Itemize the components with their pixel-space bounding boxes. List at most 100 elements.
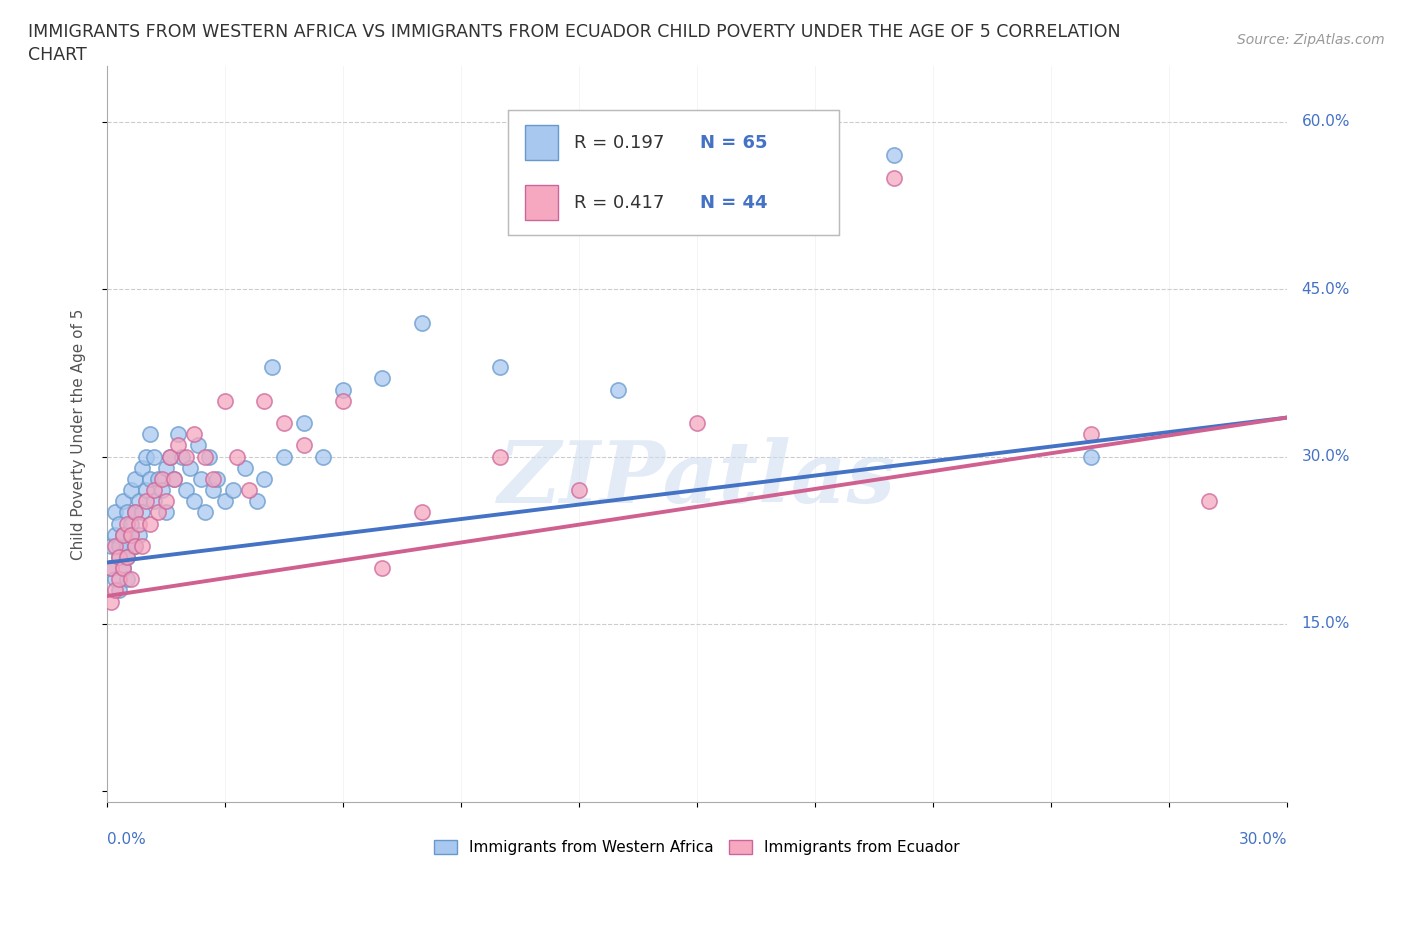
Point	[143, 449, 166, 464]
Point	[108, 538, 131, 553]
Point	[686, 416, 709, 431]
Point	[124, 538, 146, 553]
Point	[489, 360, 512, 375]
Point	[194, 449, 217, 464]
Point	[115, 550, 138, 565]
Point	[159, 449, 181, 464]
Point	[139, 472, 162, 486]
Point	[143, 494, 166, 509]
Point	[124, 505, 146, 520]
Point	[108, 583, 131, 598]
Point	[1080, 449, 1102, 464]
Point	[292, 438, 315, 453]
Point	[214, 494, 236, 509]
Point	[150, 472, 173, 486]
Text: 0.0%: 0.0%	[107, 831, 146, 847]
Point	[115, 538, 138, 553]
Text: 30.0%: 30.0%	[1302, 449, 1350, 464]
Point	[104, 505, 127, 520]
Point	[100, 594, 122, 609]
Point	[104, 572, 127, 587]
Point	[128, 527, 150, 542]
Point	[131, 538, 153, 553]
Point	[253, 472, 276, 486]
Legend: Immigrants from Western Africa, Immigrants from Ecuador: Immigrants from Western Africa, Immigran…	[429, 833, 966, 861]
Point	[312, 449, 335, 464]
Point	[148, 505, 170, 520]
Point	[155, 505, 177, 520]
Point	[100, 561, 122, 576]
Point	[489, 449, 512, 464]
Point	[120, 572, 142, 587]
Point	[205, 472, 228, 486]
Y-axis label: Child Poverty Under the Age of 5: Child Poverty Under the Age of 5	[72, 309, 86, 560]
Point	[128, 494, 150, 509]
Point	[167, 427, 190, 442]
Point	[202, 472, 225, 486]
Point	[273, 416, 295, 431]
Point	[198, 449, 221, 464]
Point	[120, 516, 142, 531]
Point	[135, 449, 157, 464]
Point	[332, 393, 354, 408]
Point	[883, 170, 905, 185]
Point	[568, 483, 591, 498]
Point	[111, 527, 134, 542]
Point	[120, 527, 142, 542]
Point	[233, 460, 256, 475]
Point	[115, 572, 138, 587]
Point	[155, 494, 177, 509]
Point	[225, 449, 247, 464]
Point	[183, 494, 205, 509]
Point	[139, 427, 162, 442]
Point	[292, 416, 315, 431]
Point	[163, 472, 186, 486]
Point	[120, 527, 142, 542]
Point	[159, 449, 181, 464]
Point	[222, 483, 245, 498]
Point	[214, 393, 236, 408]
Point	[253, 393, 276, 408]
Point	[371, 371, 394, 386]
Point	[120, 483, 142, 498]
Text: Source: ZipAtlas.com: Source: ZipAtlas.com	[1237, 33, 1385, 46]
Point	[124, 538, 146, 553]
Point	[100, 561, 122, 576]
Point	[115, 505, 138, 520]
Point	[273, 449, 295, 464]
Point	[104, 538, 127, 553]
Text: 30.0%: 30.0%	[1239, 831, 1288, 847]
Point	[131, 460, 153, 475]
Point	[1080, 427, 1102, 442]
Point	[111, 561, 134, 576]
Point	[108, 550, 131, 565]
Point	[108, 516, 131, 531]
Point	[190, 472, 212, 486]
Point	[262, 360, 284, 375]
Point	[111, 561, 134, 576]
Text: CHART: CHART	[28, 46, 87, 64]
Point	[332, 382, 354, 397]
Point	[174, 449, 197, 464]
Point	[170, 449, 193, 464]
Point	[155, 460, 177, 475]
Point	[108, 572, 131, 587]
Text: IMMIGRANTS FROM WESTERN AFRICA VS IMMIGRANTS FROM ECUADOR CHILD POVERTY UNDER TH: IMMIGRANTS FROM WESTERN AFRICA VS IMMIGR…	[28, 23, 1121, 41]
Point	[100, 538, 122, 553]
Point	[108, 550, 131, 565]
Point	[128, 516, 150, 531]
Point	[131, 505, 153, 520]
Point	[115, 550, 138, 565]
Point	[135, 483, 157, 498]
Point	[411, 505, 433, 520]
Point	[183, 427, 205, 442]
Point	[187, 438, 209, 453]
Text: ZIPatlas: ZIPatlas	[498, 437, 896, 520]
Point	[411, 315, 433, 330]
Point	[111, 527, 134, 542]
Point	[115, 516, 138, 531]
Point	[124, 505, 146, 520]
Point	[245, 494, 267, 509]
Text: 45.0%: 45.0%	[1302, 282, 1350, 297]
Point	[104, 527, 127, 542]
